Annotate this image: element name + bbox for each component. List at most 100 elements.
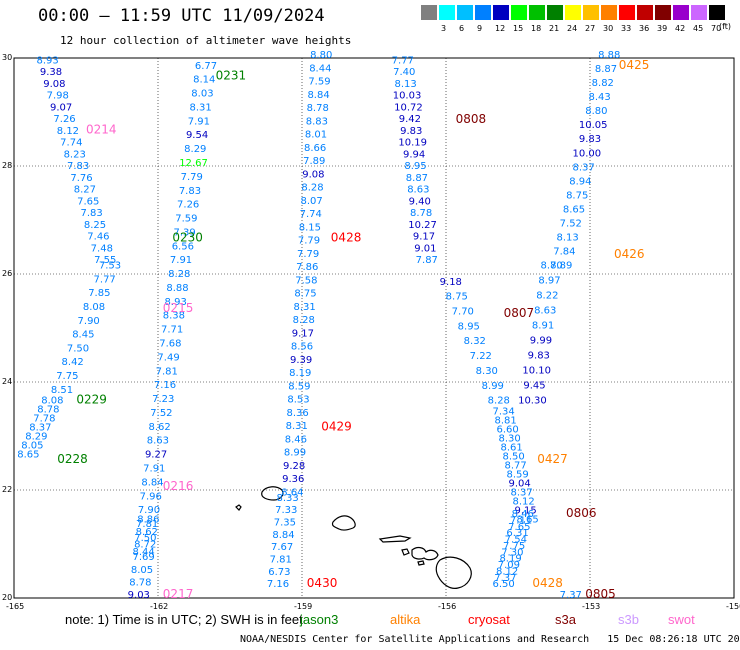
wave-height-value: 7.39	[173, 227, 195, 238]
legend-label: 33	[621, 24, 632, 33]
lanai-island	[401, 548, 410, 556]
wave-height-value: 7.75	[56, 371, 78, 382]
wave-height-value: 7.16	[154, 380, 176, 391]
wave-height-value: 8.45	[72, 330, 94, 341]
legend-label: 9	[477, 24, 483, 33]
wave-height-value: 9.38	[40, 67, 62, 78]
track-time-label: 0427	[537, 452, 568, 466]
wave-height-value: 8.75	[294, 289, 316, 300]
wave-height-value: 7.79	[298, 236, 320, 247]
wave-height-value: 8.84	[141, 477, 163, 488]
wave-height-value: 8.80	[585, 106, 607, 117]
wave-height-value: 6.60	[496, 424, 518, 435]
wave-height-value: 8.28	[301, 183, 323, 194]
lat-tick-label: 22	[2, 485, 13, 494]
wave-height-value: 8.01	[305, 130, 327, 141]
track-time-label: 0215	[163, 301, 194, 315]
lon-tick-label: -159	[294, 602, 313, 611]
wave-height-value: 7.16	[267, 579, 289, 590]
legend-swatch	[655, 5, 671, 20]
wave-height-value: 8.94	[569, 176, 591, 187]
wave-height-value: 8.65	[17, 450, 39, 461]
wave-height-value: 8.29	[25, 432, 47, 443]
wave-height-value: 7.54	[505, 535, 527, 546]
track-time-label: 0231	[216, 69, 247, 83]
wave-height-value: 8.44	[309, 63, 331, 74]
legend-label: 12	[495, 24, 506, 33]
maui-island	[411, 546, 439, 561]
track-time-label: 0217	[163, 587, 194, 601]
wave-height-value: 8.25	[84, 220, 106, 231]
wave-height-value: 9.15	[514, 505, 536, 516]
legend-swatch	[619, 5, 635, 20]
wave-height-value: 8.75	[566, 190, 588, 201]
note-text: note: 1) Time is in UTC; 2) SWH is in fe…	[65, 612, 303, 627]
wave-height-value: 7.50	[67, 343, 89, 354]
wave-height-value: 8.44	[132, 547, 154, 558]
legend-label: 45	[693, 24, 704, 33]
wave-height-value: 7.71	[161, 325, 183, 336]
legend-swatch	[511, 5, 527, 20]
wave-height-value: 8.03	[191, 89, 213, 100]
wave-height-value: 8.59	[288, 381, 310, 392]
wave-height-value: 7.75	[503, 541, 525, 552]
wave-height-value: 8.88	[598, 50, 620, 61]
wave-height-value: 9.01	[414, 243, 436, 254]
wave-height-value: 7.76	[70, 173, 92, 184]
wave-height-value: 8.84	[307, 90, 329, 101]
legend-label: 27	[585, 24, 596, 33]
wave-height-value: 6.31	[506, 528, 528, 539]
legend-swatch	[691, 5, 707, 20]
wave-height-value: 7.91	[143, 463, 165, 474]
wave-height-value: 8.31	[293, 302, 315, 313]
molokai-island	[378, 535, 412, 543]
wave-height-value: 8.65	[563, 204, 585, 215]
footnote: note: 1) Time is in UTC; 2) SWH is in fe…	[65, 612, 307, 627]
wave-height-value: 8.75	[446, 292, 468, 303]
wave-height-value: 8.63	[534, 306, 556, 317]
wave-height-value: 6.50	[492, 579, 514, 590]
wave-height-value: 8.14	[193, 75, 215, 86]
wave-height-value: 8.86	[137, 514, 159, 525]
track-time-label: 0229	[76, 393, 107, 407]
legend-label: 21	[549, 24, 560, 33]
wave-height-value: 7.77	[94, 274, 116, 285]
wave-height-value: 8.81	[494, 415, 516, 426]
wave-height-value: 7.33	[275, 505, 297, 516]
lat-tick-label: 26	[2, 269, 13, 278]
legend-swatch	[475, 5, 491, 20]
wave-height-value: 7.49	[157, 352, 179, 363]
wave-height-value: 7.81	[156, 366, 178, 377]
wave-height-value: 8.37	[29, 423, 51, 434]
wave-height-value: 7.78	[33, 414, 55, 425]
wave-height-value: 7.85	[88, 288, 110, 299]
wave-height-value: 9.83	[528, 351, 550, 362]
wave-height-value: 8.07	[300, 196, 322, 207]
wave-height-value: 7.26	[177, 200, 199, 211]
wave-height-value: 8.42	[62, 357, 84, 368]
wave-height-value: 9.94	[403, 149, 425, 160]
wave-height-value: 8.99	[482, 381, 504, 392]
track-time-label: 0805	[585, 587, 616, 601]
legend-swatch	[493, 5, 509, 20]
wave-height-value: 8.82	[592, 78, 614, 89]
wave-height-value: 7.26	[53, 114, 75, 125]
wave-height-value: 7.46	[87, 232, 109, 243]
wave-height-value: 7.65	[508, 522, 530, 533]
wave-height-value: 8.95	[458, 321, 480, 332]
wave-height-value: 8.66	[304, 143, 326, 154]
track-time-label: 0216	[163, 479, 194, 493]
altimeter-tracks: 6.77 8.14 8.03 8.31 7.91 9.54 8.29 12.67 7.79 7.8…	[17, 50, 649, 601]
wave-height-value: 8.80	[310, 50, 332, 61]
lat-tick-label: 20	[2, 593, 13, 602]
satellite-cryosat: cryosat	[468, 612, 510, 627]
wave-height-value: 8.91	[532, 321, 554, 332]
wave-height-value: 8.19	[499, 554, 521, 565]
legend-swatch	[457, 5, 473, 20]
wave-height-value: 8.29	[184, 144, 206, 155]
wave-height-value: 8.37	[572, 162, 594, 173]
wave-height-value: 8.46	[285, 434, 307, 445]
wave-height-value: 9.18	[440, 277, 462, 288]
wave-height-value: 8.95	[404, 161, 426, 172]
